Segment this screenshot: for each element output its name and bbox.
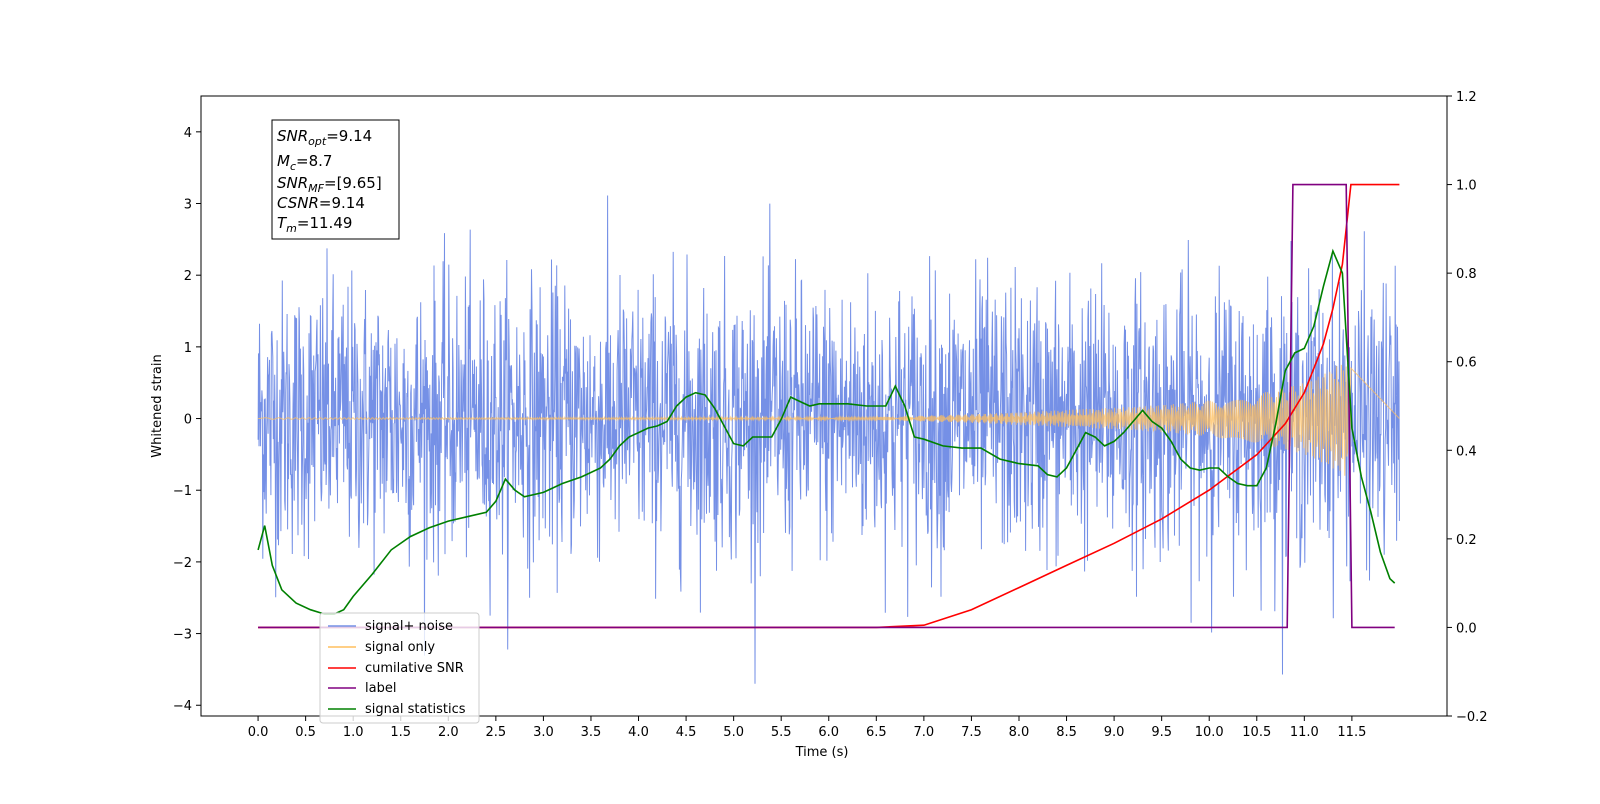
y-axis-label-left: Whitened strain <box>150 354 165 457</box>
x-tick-label: 9.0 <box>1104 725 1125 740</box>
series-signal-plus-noise <box>257 195 1400 684</box>
x-tick-label: 9.5 <box>1151 725 1172 740</box>
legend-item: signal only <box>328 640 435 655</box>
y-tick-label-right: 0.0 <box>1456 621 1477 636</box>
x-tick-label: 8.5 <box>1056 725 1077 740</box>
x-tick-label: 1.0 <box>343 725 364 740</box>
legend-label: signal only <box>365 640 435 655</box>
info-snr-opt: SNRopt=9.14 <box>277 127 372 148</box>
legend-item: label <box>328 681 396 696</box>
info-snr-mf: SNRMF=[9.65] <box>277 174 382 195</box>
y-tick-label-left: −1 <box>173 484 192 499</box>
info-box-frame <box>271 119 400 240</box>
x-axis-label: Time (s) <box>795 745 849 760</box>
legend-label: cumilative SNR <box>365 661 464 676</box>
y-tick-label-right: 1.2 <box>1456 90 1477 105</box>
legend-label: signal+ noise <box>365 619 453 634</box>
y-tick-label-left: 4 <box>184 126 192 141</box>
plot-frame <box>200 95 1448 717</box>
y-tick-label-right: 0.6 <box>1456 356 1477 371</box>
x-tick-label: 4.5 <box>676 725 697 740</box>
legend-label: signal statistics <box>365 702 466 717</box>
y-tick-label-left: 0 <box>184 413 192 428</box>
x-tick-label: 5.0 <box>723 725 744 740</box>
x-tick-label: 5.5 <box>771 725 792 740</box>
x-tick-label: 2.5 <box>486 725 507 740</box>
y-tick-label-right: −0.2 <box>1456 710 1488 725</box>
series-label <box>258 183 1395 629</box>
y-tick-label-left: 3 <box>184 198 192 213</box>
x-tick-label: 8.0 <box>1009 725 1030 740</box>
legend-item: cumilative SNR <box>328 661 464 676</box>
series-signal-only <box>258 363 1400 479</box>
legend: signal+ noise signal only cumilative SNR… <box>319 612 480 724</box>
legend-item: signal+ noise <box>328 619 453 634</box>
axis-layer: 0.0 0.5 1.0 1.5 2.0 2.5 3.0 3.5 4.0 4.5 5.0 5.5 6.0 6… <box>173 90 1488 740</box>
y-tick-label-left: 2 <box>184 269 192 284</box>
y-tick-label-right: 0.8 <box>1456 267 1477 282</box>
x-tick-label: 4.0 <box>628 725 649 740</box>
x-tick-label: 10.0 <box>1195 725 1224 740</box>
x-tick-label: 0.5 <box>295 725 316 740</box>
plot-layer <box>257 183 1400 684</box>
series-signal-statistics <box>257 248 1396 615</box>
y-tick-label-left: −2 <box>173 556 192 571</box>
x-tick-label: 0.0 <box>248 725 269 740</box>
x-tick-label: 10.5 <box>1242 725 1271 740</box>
x-tick-label: 1.5 <box>390 725 411 740</box>
series-cumilative-snr <box>258 183 1400 629</box>
info-csnr: CSNR=9.14 <box>277 194 365 212</box>
y-tick-label-left: 1 <box>184 341 192 356</box>
legend-label: label <box>365 681 396 696</box>
x-tick-label: 11.0 <box>1290 725 1319 740</box>
x-tick-label: 7.0 <box>914 725 935 740</box>
info-mc: Mc=8.7 <box>277 152 332 173</box>
legend-frame <box>319 612 480 724</box>
y-tick-label-right: 0.4 <box>1456 444 1477 459</box>
legend-item: signal statistics <box>328 702 466 717</box>
info-box: SNRopt=9.14 Mc=8.7 SNRMF=[9.65] CSNR=9.1… <box>271 119 400 240</box>
x-tick-label: 6.0 <box>818 725 839 740</box>
y-tick-label-right: 1.0 <box>1456 179 1477 194</box>
x-tick-label: 2.0 <box>438 725 459 740</box>
x-tick-label: 3.0 <box>533 725 554 740</box>
y-tick-label-left: −3 <box>173 628 192 643</box>
y-tick-label-right: 0.2 <box>1456 533 1477 548</box>
x-tick-label: 3.5 <box>581 725 602 740</box>
x-tick-label: 6.5 <box>866 725 887 740</box>
x-tick-label: 7.5 <box>961 725 982 740</box>
info-tm: Tm=11.49 <box>277 214 352 235</box>
x-tick-label: 11.5 <box>1337 725 1366 740</box>
y-tick-label-left: −4 <box>173 699 192 714</box>
